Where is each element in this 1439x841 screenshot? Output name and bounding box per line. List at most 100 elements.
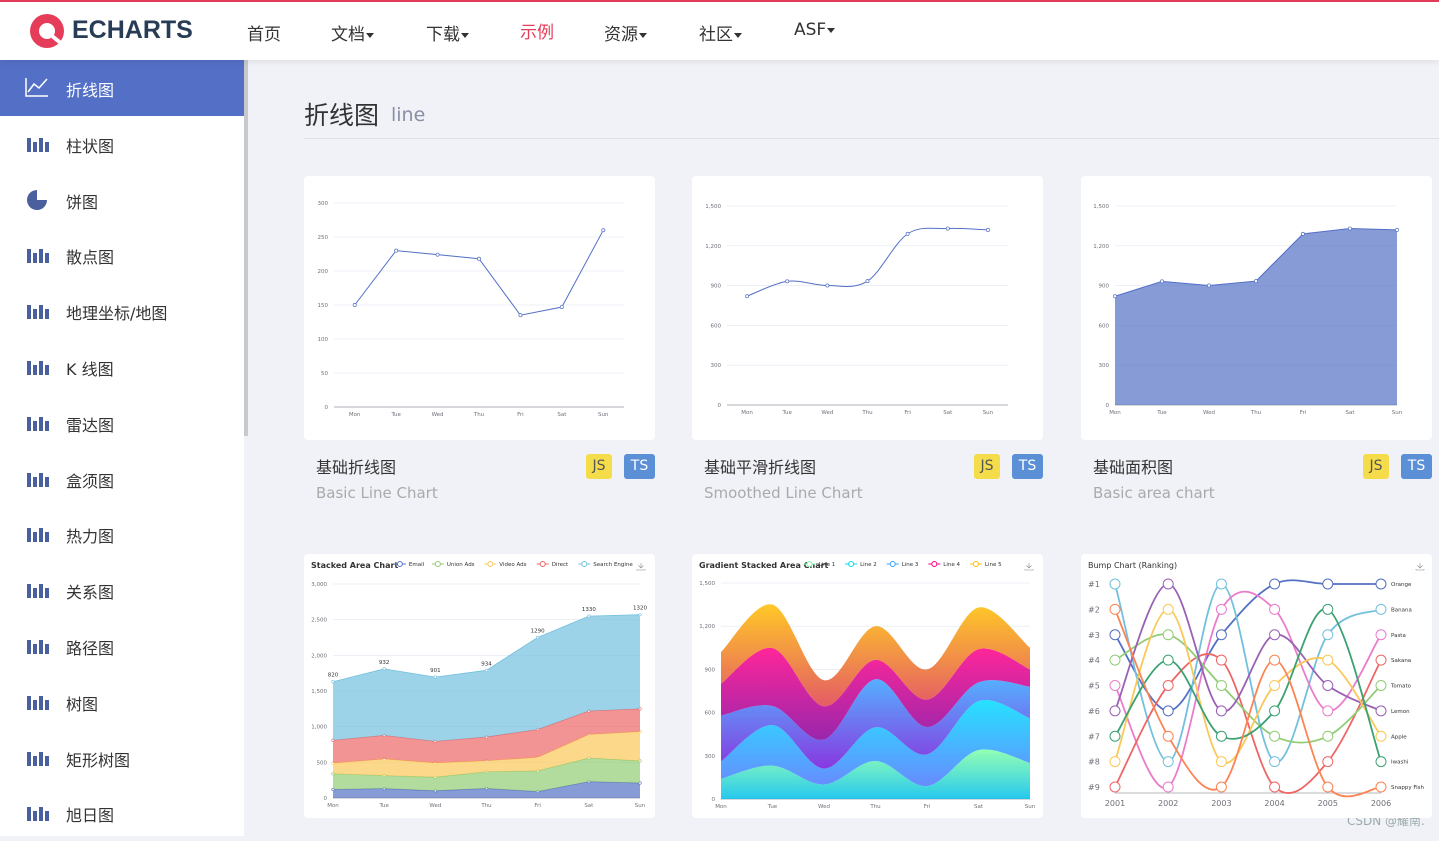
y-tick-label: 900 [705, 667, 716, 673]
rank-point [1215, 578, 1227, 590]
caret [734, 32, 742, 38]
data-label: 934 [481, 661, 492, 667]
y-tick-label: 1,200 [699, 624, 715, 630]
rank-point [1215, 680, 1227, 691]
code-badge[interactable]: JS [586, 454, 612, 479]
stacked-area [333, 731, 640, 778]
icon-shape [39, 807, 43, 822]
icon-shape [33, 644, 37, 654]
sidebar-item[interactable]: K 线图 [0, 339, 244, 395]
x-tick-label: Fri [517, 412, 524, 418]
y-tick-label: #8 [1088, 758, 1100, 767]
nav-item[interactable]: 文档 [331, 20, 374, 45]
nav-item[interactable]: 首页 [247, 20, 281, 45]
point [825, 283, 830, 288]
rank-point [1109, 578, 1121, 590]
icon-shape [27, 472, 31, 487]
point [1348, 226, 1352, 231]
sidebar-item[interactable]: 雷达图 [0, 395, 244, 451]
example-card[interactable]: 0 300 600 900 1,200 1,500 Mon Tue Wed Thu Fri Sat Su… [692, 176, 1043, 440]
legend-swatch [972, 561, 979, 567]
x-tick-label: 2004 [1264, 799, 1284, 808]
icon-shape [27, 249, 31, 264]
icon-shape [27, 416, 31, 431]
y-tick-label: 1,500 [311, 689, 327, 695]
code-badge[interactable]: JS [974, 454, 1000, 479]
icon-shape [39, 695, 43, 710]
sidebar-item[interactable]: 热力图 [0, 506, 244, 562]
card-subtitle: Basic area chart [1093, 484, 1215, 502]
example-card[interactable]: #1 #2 #3 #4 #5 #6 #7 #8 #9 2001 2002 2003 2004 2005 20… [1081, 554, 1432, 818]
nav-item[interactable]: 下载 [426, 20, 469, 45]
rank-point [1375, 629, 1387, 641]
stacked-area [333, 614, 640, 742]
sidebar-item[interactable]: 折线图 [0, 60, 244, 116]
card-title[interactable]: 基础平滑折线图 [704, 458, 817, 477]
rank-point [1322, 578, 1334, 590]
y-tick-label: 0 [1106, 403, 1110, 409]
point [559, 305, 564, 309]
y-tick-label: 1,500 [699, 581, 715, 587]
code-badge[interactable]: TS [1401, 454, 1432, 479]
icon-shape [33, 420, 37, 431]
icon-shape [33, 476, 37, 487]
nav-item[interactable]: 资源 [604, 20, 647, 45]
nav-item[interactable]: ASF [794, 20, 836, 40]
point [1113, 294, 1117, 299]
example-card[interactable]: 0 300 600 900 1,200 1,500 Mon Tue Wed Thu Fri Sat Su… [1081, 176, 1432, 440]
nav-item[interactable]: 示例 [520, 18, 554, 43]
sidebar-item[interactable]: 地理坐标/地图 [0, 283, 244, 339]
data-label: 1330 [582, 607, 596, 613]
icon-shape [27, 137, 31, 152]
sidebar-item[interactable]: 柱状图 [0, 116, 244, 172]
rank-point [1162, 705, 1174, 717]
sidebar-item[interactable]: 路径图 [0, 618, 244, 674]
scrollbar [244, 60, 248, 436]
y-tick-label: 600 [711, 323, 722, 329]
y-tick-label: #1 [1088, 580, 1100, 589]
logo-icon [30, 14, 64, 48]
example-card[interactable]: 0 300 600 900 1,200 1,500 Mon Tue Wed Thu Fri Sat Su… [692, 554, 1043, 818]
sidebar-item[interactable]: 矩形树图 [0, 730, 244, 786]
legend-swatch [806, 561, 813, 567]
y-tick-label: 100 [318, 337, 329, 343]
rank-point [1269, 654, 1281, 666]
nav-label: 示例 [520, 23, 554, 43]
point [985, 227, 990, 232]
x-tick-label: Wed [432, 412, 444, 418]
y-tick-label: 3,000 [311, 582, 327, 588]
code-badge[interactable]: TS [1012, 454, 1043, 479]
point [382, 667, 386, 671]
x-tick-label: Tue [378, 803, 389, 809]
rank-line [1114, 608, 1382, 762]
y-tick-label: 2,500 [311, 618, 327, 624]
example-card[interactable]: 0 50 100 150 200 250 300 Mon Tue Wed Thu Fri Sat Sun [304, 176, 655, 440]
sidebar-item[interactable]: 散点图 [0, 227, 244, 283]
sidebar-label: 路径图 [66, 639, 115, 658]
card-title[interactable]: 基础面积图 [1093, 458, 1174, 477]
x-tick-label: Thu [1250, 410, 1261, 416]
icon-shape [45, 420, 49, 431]
x-tick-label: Wed [429, 803, 441, 809]
sidebar-label: 折线图 [66, 81, 115, 100]
sidebar-item[interactable]: 盒须图 [0, 451, 244, 507]
rank-point [1269, 781, 1281, 793]
sidebar-item[interactable]: 旭日图 [0, 785, 244, 841]
sidebar-item[interactable]: 饼图 [0, 172, 244, 228]
card-title[interactable]: 基础折线图 [316, 458, 397, 477]
sidebar-item[interactable]: 关系图 [0, 562, 244, 618]
sidebar-icon [27, 807, 49, 822]
code-badge[interactable]: JS [1363, 454, 1389, 479]
rank-line [1114, 633, 1382, 744]
example-card[interactable]: 0 500 1,000 1,500 2,000 2,500 3,000 Mon Tue Wed Th… [304, 554, 655, 818]
icon-shape [33, 532, 37, 543]
point [905, 231, 910, 236]
sidebar-item[interactable]: 树图 [0, 674, 244, 730]
nav-item[interactable]: 社区 [699, 20, 742, 45]
sidebar-label: 盒须图 [66, 471, 115, 491]
card-subtitle: Smoothed Line Chart [704, 484, 863, 502]
code-badge[interactable]: TS [624, 454, 655, 479]
sidebar-label: 热力图 [66, 527, 115, 547]
legend-swatch [487, 561, 494, 567]
brand[interactable]: ECHARTS [72, 16, 193, 44]
